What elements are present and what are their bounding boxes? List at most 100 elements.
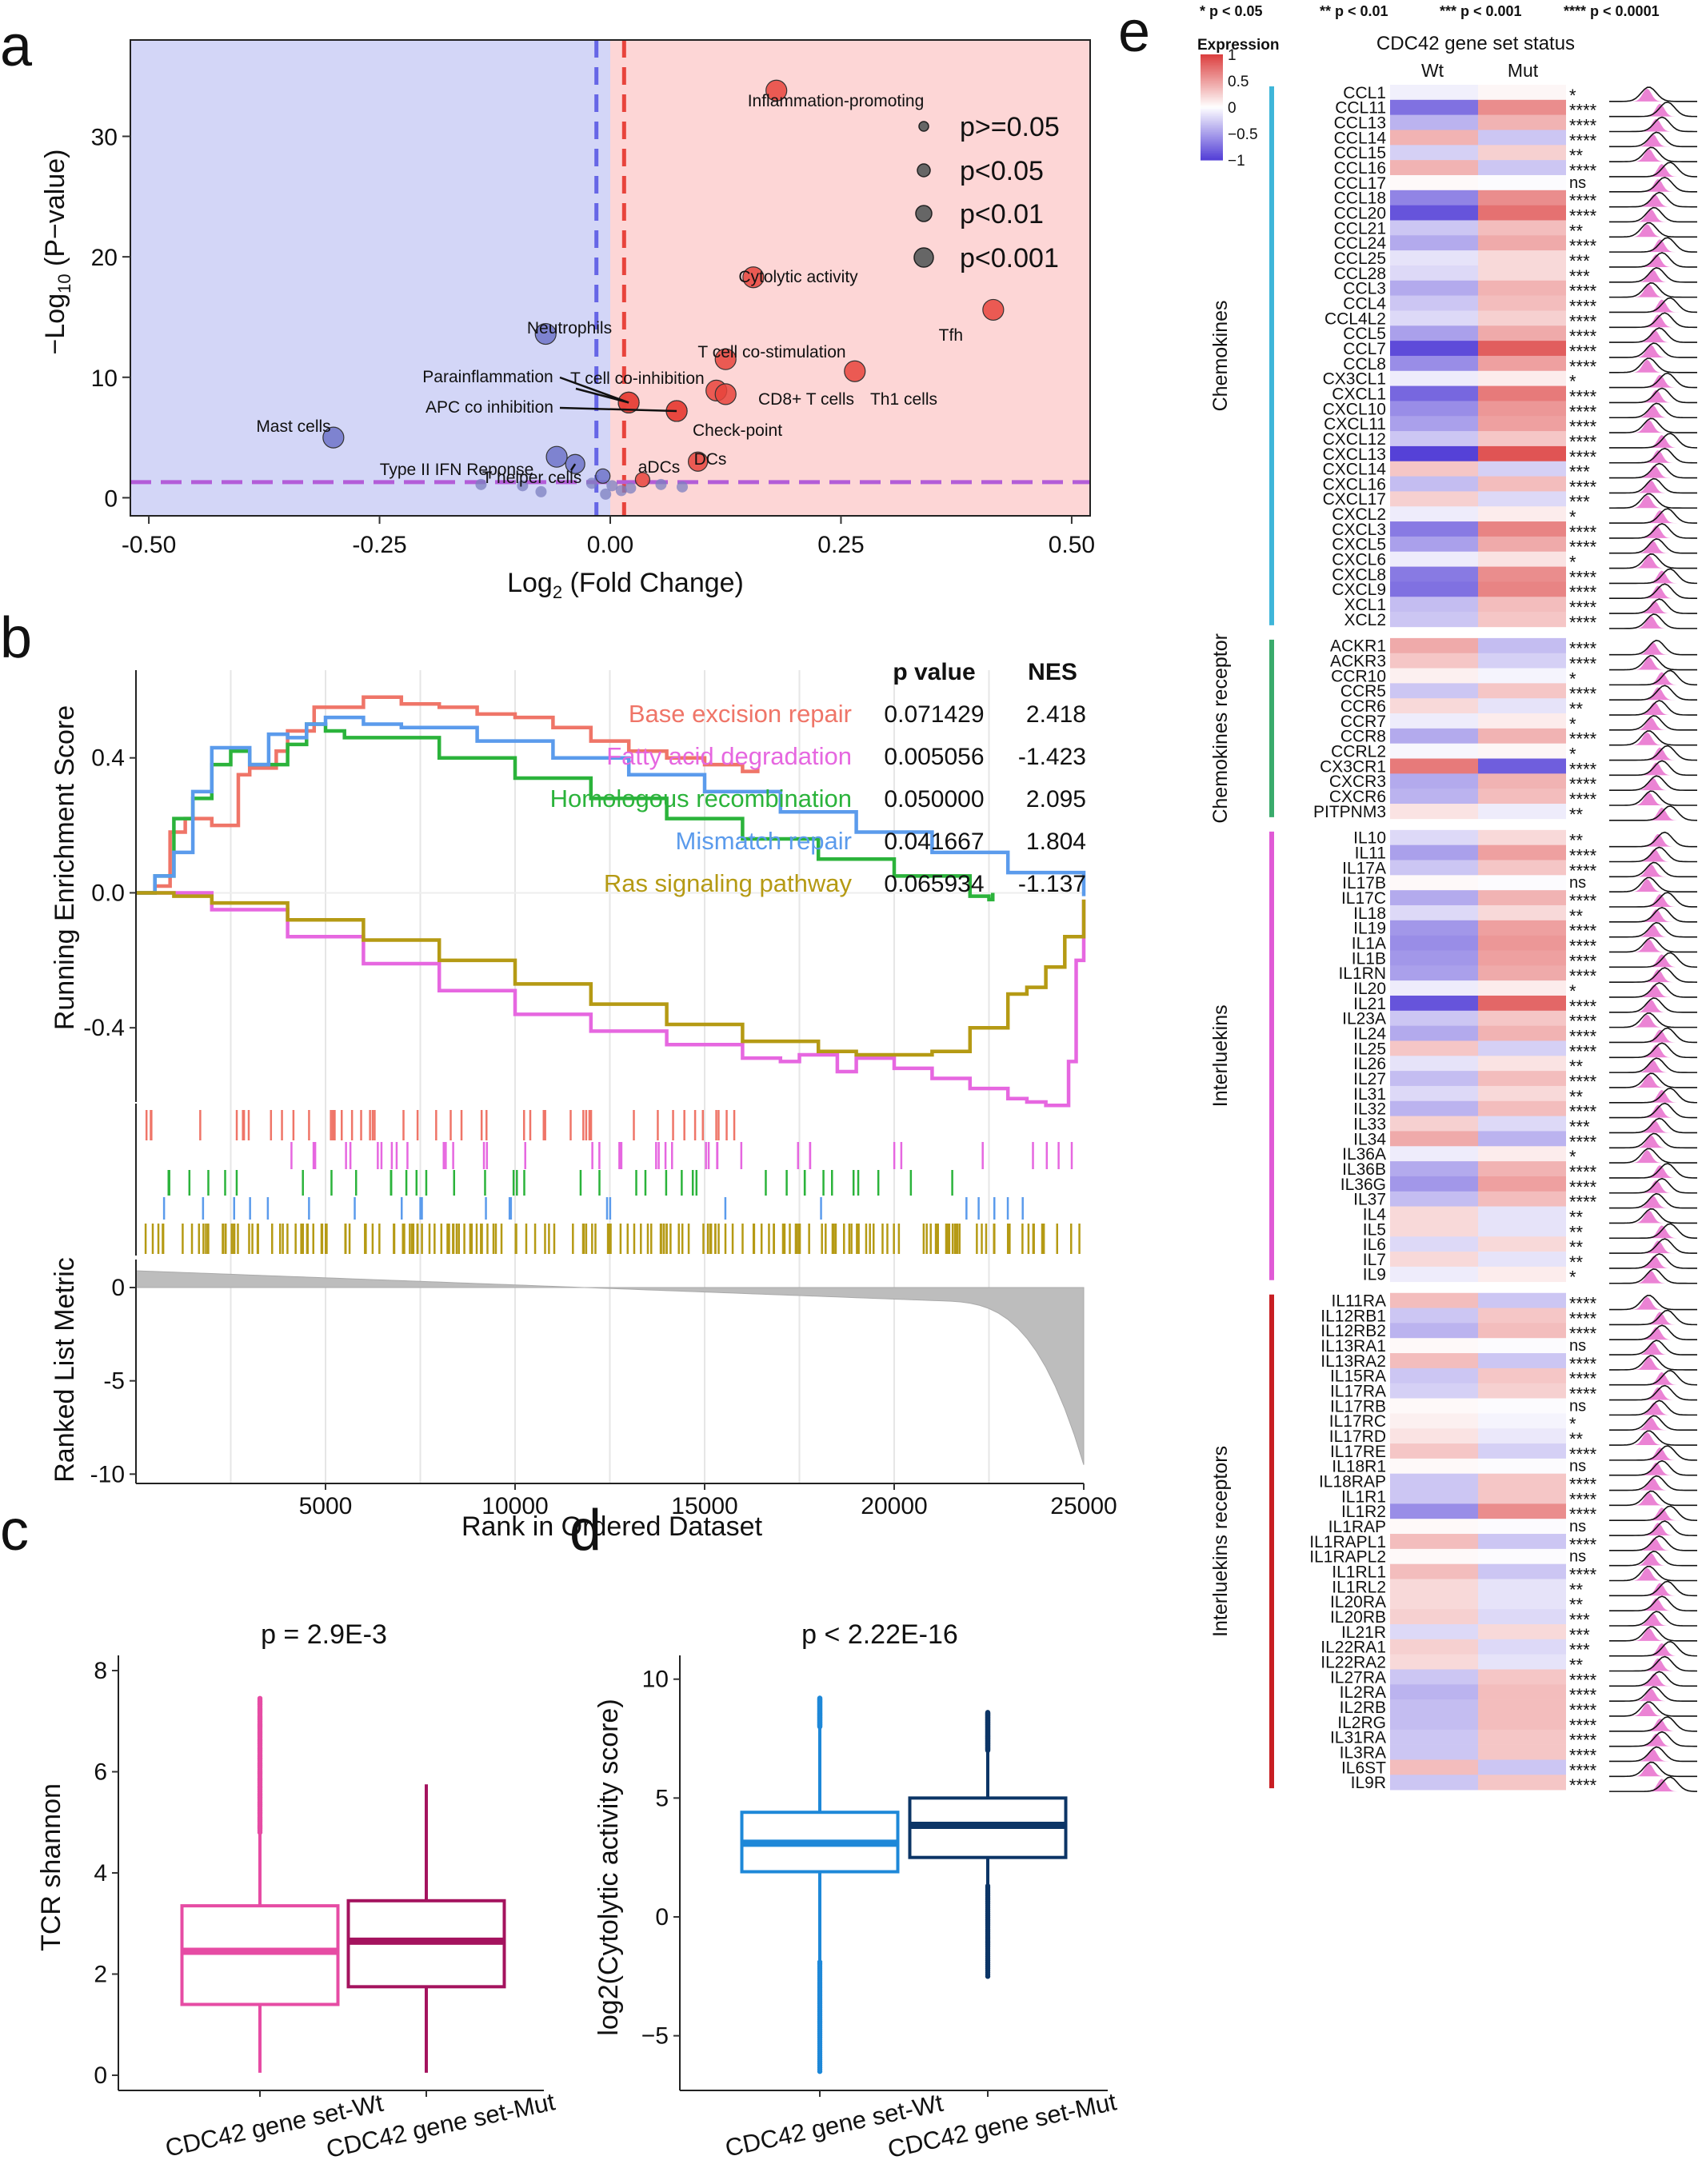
heatmap-significance: **** bbox=[1569, 846, 1597, 866]
density-ridge-wt bbox=[1609, 447, 1698, 464]
heatmap-row-label: CXCR6 bbox=[1329, 788, 1386, 806]
heatmap-column-title: CDC42 gene set status bbox=[1376, 33, 1575, 54]
heatmap-cell-wt bbox=[1390, 1176, 1478, 1192]
volcano-label-connector bbox=[559, 406, 677, 413]
heatmap-row-label: CXCL5 bbox=[1332, 536, 1386, 554]
colorbar-segment bbox=[1201, 59, 1223, 62]
density-ridge-mut bbox=[1622, 1356, 1684, 1370]
density-ridge-wt bbox=[1609, 357, 1697, 373]
heatmap-row-label: IL15RA bbox=[1330, 1367, 1386, 1386]
heatmap-significance: **** bbox=[1569, 1535, 1597, 1555]
colorbar-segment bbox=[1201, 84, 1223, 87]
heatmap-cell-mut bbox=[1478, 205, 1566, 221]
density-ridge-mut bbox=[1622, 807, 1684, 820]
heatmap-row-label: IL3RA bbox=[1340, 1743, 1386, 1762]
density-ridge-mut bbox=[1622, 1256, 1684, 1268]
significance-legend-item: *** p < 0.001 bbox=[1440, 3, 1522, 19]
heatmap-row-label: IL12RB2 bbox=[1320, 1322, 1386, 1340]
heatmap-cell-mut bbox=[1478, 1206, 1566, 1222]
density-ridge-mut bbox=[1622, 1014, 1684, 1028]
heatmap-row-label: IL36G bbox=[1340, 1176, 1386, 1194]
volcano-x-tick-label: -0.25 bbox=[352, 532, 406, 558]
density-ridge-wt bbox=[1609, 402, 1697, 419]
heatmap-cell-mut bbox=[1478, 1236, 1566, 1252]
heatmap-cell-mut bbox=[1478, 1353, 1566, 1369]
heatmap-significance: **** bbox=[1569, 1715, 1597, 1735]
heatmap-significance: **** bbox=[1569, 357, 1597, 377]
colorbar-tick-label: −0.5 bbox=[1228, 126, 1258, 143]
volcano-x-tick-label: -0.50 bbox=[122, 532, 176, 558]
colorbar-segment bbox=[1201, 86, 1223, 89]
density-ridge-mut bbox=[1622, 1432, 1684, 1446]
volcano-point-label: Parainflammation bbox=[422, 368, 553, 386]
heatmap-row-label: IL1A bbox=[1352, 934, 1386, 952]
heatmap-cell-mut bbox=[1478, 1519, 1566, 1535]
volcano-point bbox=[475, 478, 487, 490]
heatmap-cell-mut bbox=[1478, 597, 1566, 613]
volcano-point-label: T helper cells bbox=[482, 469, 582, 487]
density-ridge-wt bbox=[1609, 1324, 1697, 1341]
density-ridge-wt bbox=[1609, 282, 1697, 298]
heatmap-significance: **** bbox=[1569, 1192, 1597, 1212]
colorbar-segment bbox=[1201, 125, 1223, 127]
heatmap-cell-mut bbox=[1478, 1025, 1566, 1041]
heatmap-cell-wt bbox=[1390, 1252, 1478, 1268]
density-ridge-mut bbox=[1622, 833, 1684, 847]
gsea-table-header-p: p value bbox=[893, 659, 975, 685]
heatmap-significance: **** bbox=[1569, 1177, 1597, 1197]
heatmap-cell-wt bbox=[1390, 728, 1478, 744]
colorbar-segment bbox=[1201, 82, 1223, 85]
heatmap-significance: *** bbox=[1569, 1610, 1590, 1630]
density-ridge-mut bbox=[1622, 1507, 1684, 1521]
gsea-nes: 2.418 bbox=[1026, 701, 1086, 728]
density-ridge-wt bbox=[1609, 1686, 1697, 1702]
density-ridge-mut bbox=[1622, 88, 1684, 102]
density-ridge-wt bbox=[1609, 553, 1697, 569]
heatmap-cell-wt bbox=[1390, 829, 1478, 845]
heatmap-row-label: CCL24 bbox=[1334, 234, 1387, 253]
heatmap-row-label: IL2RG bbox=[1337, 1714, 1386, 1732]
gsea-metric-axis-label: Ranked List Metric bbox=[50, 1257, 80, 1483]
density-ridge-mut bbox=[1622, 641, 1684, 655]
heatmap-cell-mut bbox=[1478, 1071, 1566, 1087]
heatmap-cell-mut bbox=[1478, 1116, 1566, 1132]
size-legend-dot bbox=[918, 121, 929, 132]
heatmap-cell-mut bbox=[1478, 1176, 1566, 1192]
heatmap-cell-mut bbox=[1478, 1594, 1566, 1610]
heatmap-cell-wt bbox=[1390, 1146, 1478, 1162]
colorbar-segment bbox=[1201, 68, 1223, 71]
gsea-x-axis-label: Rank in Ordered Dataset bbox=[461, 1511, 763, 1542]
heatmap-cell-mut bbox=[1478, 265, 1566, 281]
heatmap-row-label: CCL3 bbox=[1343, 280, 1386, 298]
volcano-point-label: Neutrophils bbox=[527, 319, 612, 337]
density-ridge-wt bbox=[1609, 1132, 1697, 1149]
volcano-point bbox=[595, 468, 611, 484]
density-ridge-wt bbox=[1609, 1445, 1698, 1461]
density-ridge-wt bbox=[1609, 1027, 1698, 1044]
heatmap-cell-mut bbox=[1478, 653, 1566, 669]
heatmap-significance: **** bbox=[1569, 996, 1597, 1016]
density-ridge-mut bbox=[1622, 1567, 1684, 1581]
colorbar-segment bbox=[1201, 146, 1223, 149]
heatmap-significance: **** bbox=[1569, 130, 1597, 150]
heatmap-significance: **** bbox=[1569, 1444, 1597, 1464]
boxplot-outlier bbox=[985, 1710, 991, 1715]
density-ridge-wt bbox=[1609, 1355, 1697, 1371]
heatmap-row-label: IL20RB bbox=[1330, 1608, 1386, 1627]
colorbar-segment bbox=[1201, 103, 1223, 106]
density-ridge-mut bbox=[1622, 879, 1684, 892]
density-ridge-wt bbox=[1609, 1117, 1697, 1134]
heatmap-row-label: CXCL2 bbox=[1332, 505, 1386, 524]
colorbar-segment bbox=[1201, 128, 1223, 131]
heatmap-cell-mut bbox=[1478, 713, 1566, 729]
density-ridge-wt bbox=[1609, 936, 1697, 953]
heatmap-significance: ** bbox=[1569, 1222, 1584, 1242]
colorbar-segment bbox=[1201, 158, 1223, 161]
heatmap-row-label: CXCL3 bbox=[1332, 521, 1386, 539]
colorbar-segment bbox=[1201, 81, 1223, 83]
density-ridge-mut bbox=[1622, 179, 1684, 192]
volcano-point bbox=[634, 472, 650, 488]
heatmap-cell-mut bbox=[1478, 1010, 1566, 1026]
heatmap-cell-wt bbox=[1390, 935, 1478, 951]
density-ridge-wt bbox=[1609, 997, 1697, 1013]
